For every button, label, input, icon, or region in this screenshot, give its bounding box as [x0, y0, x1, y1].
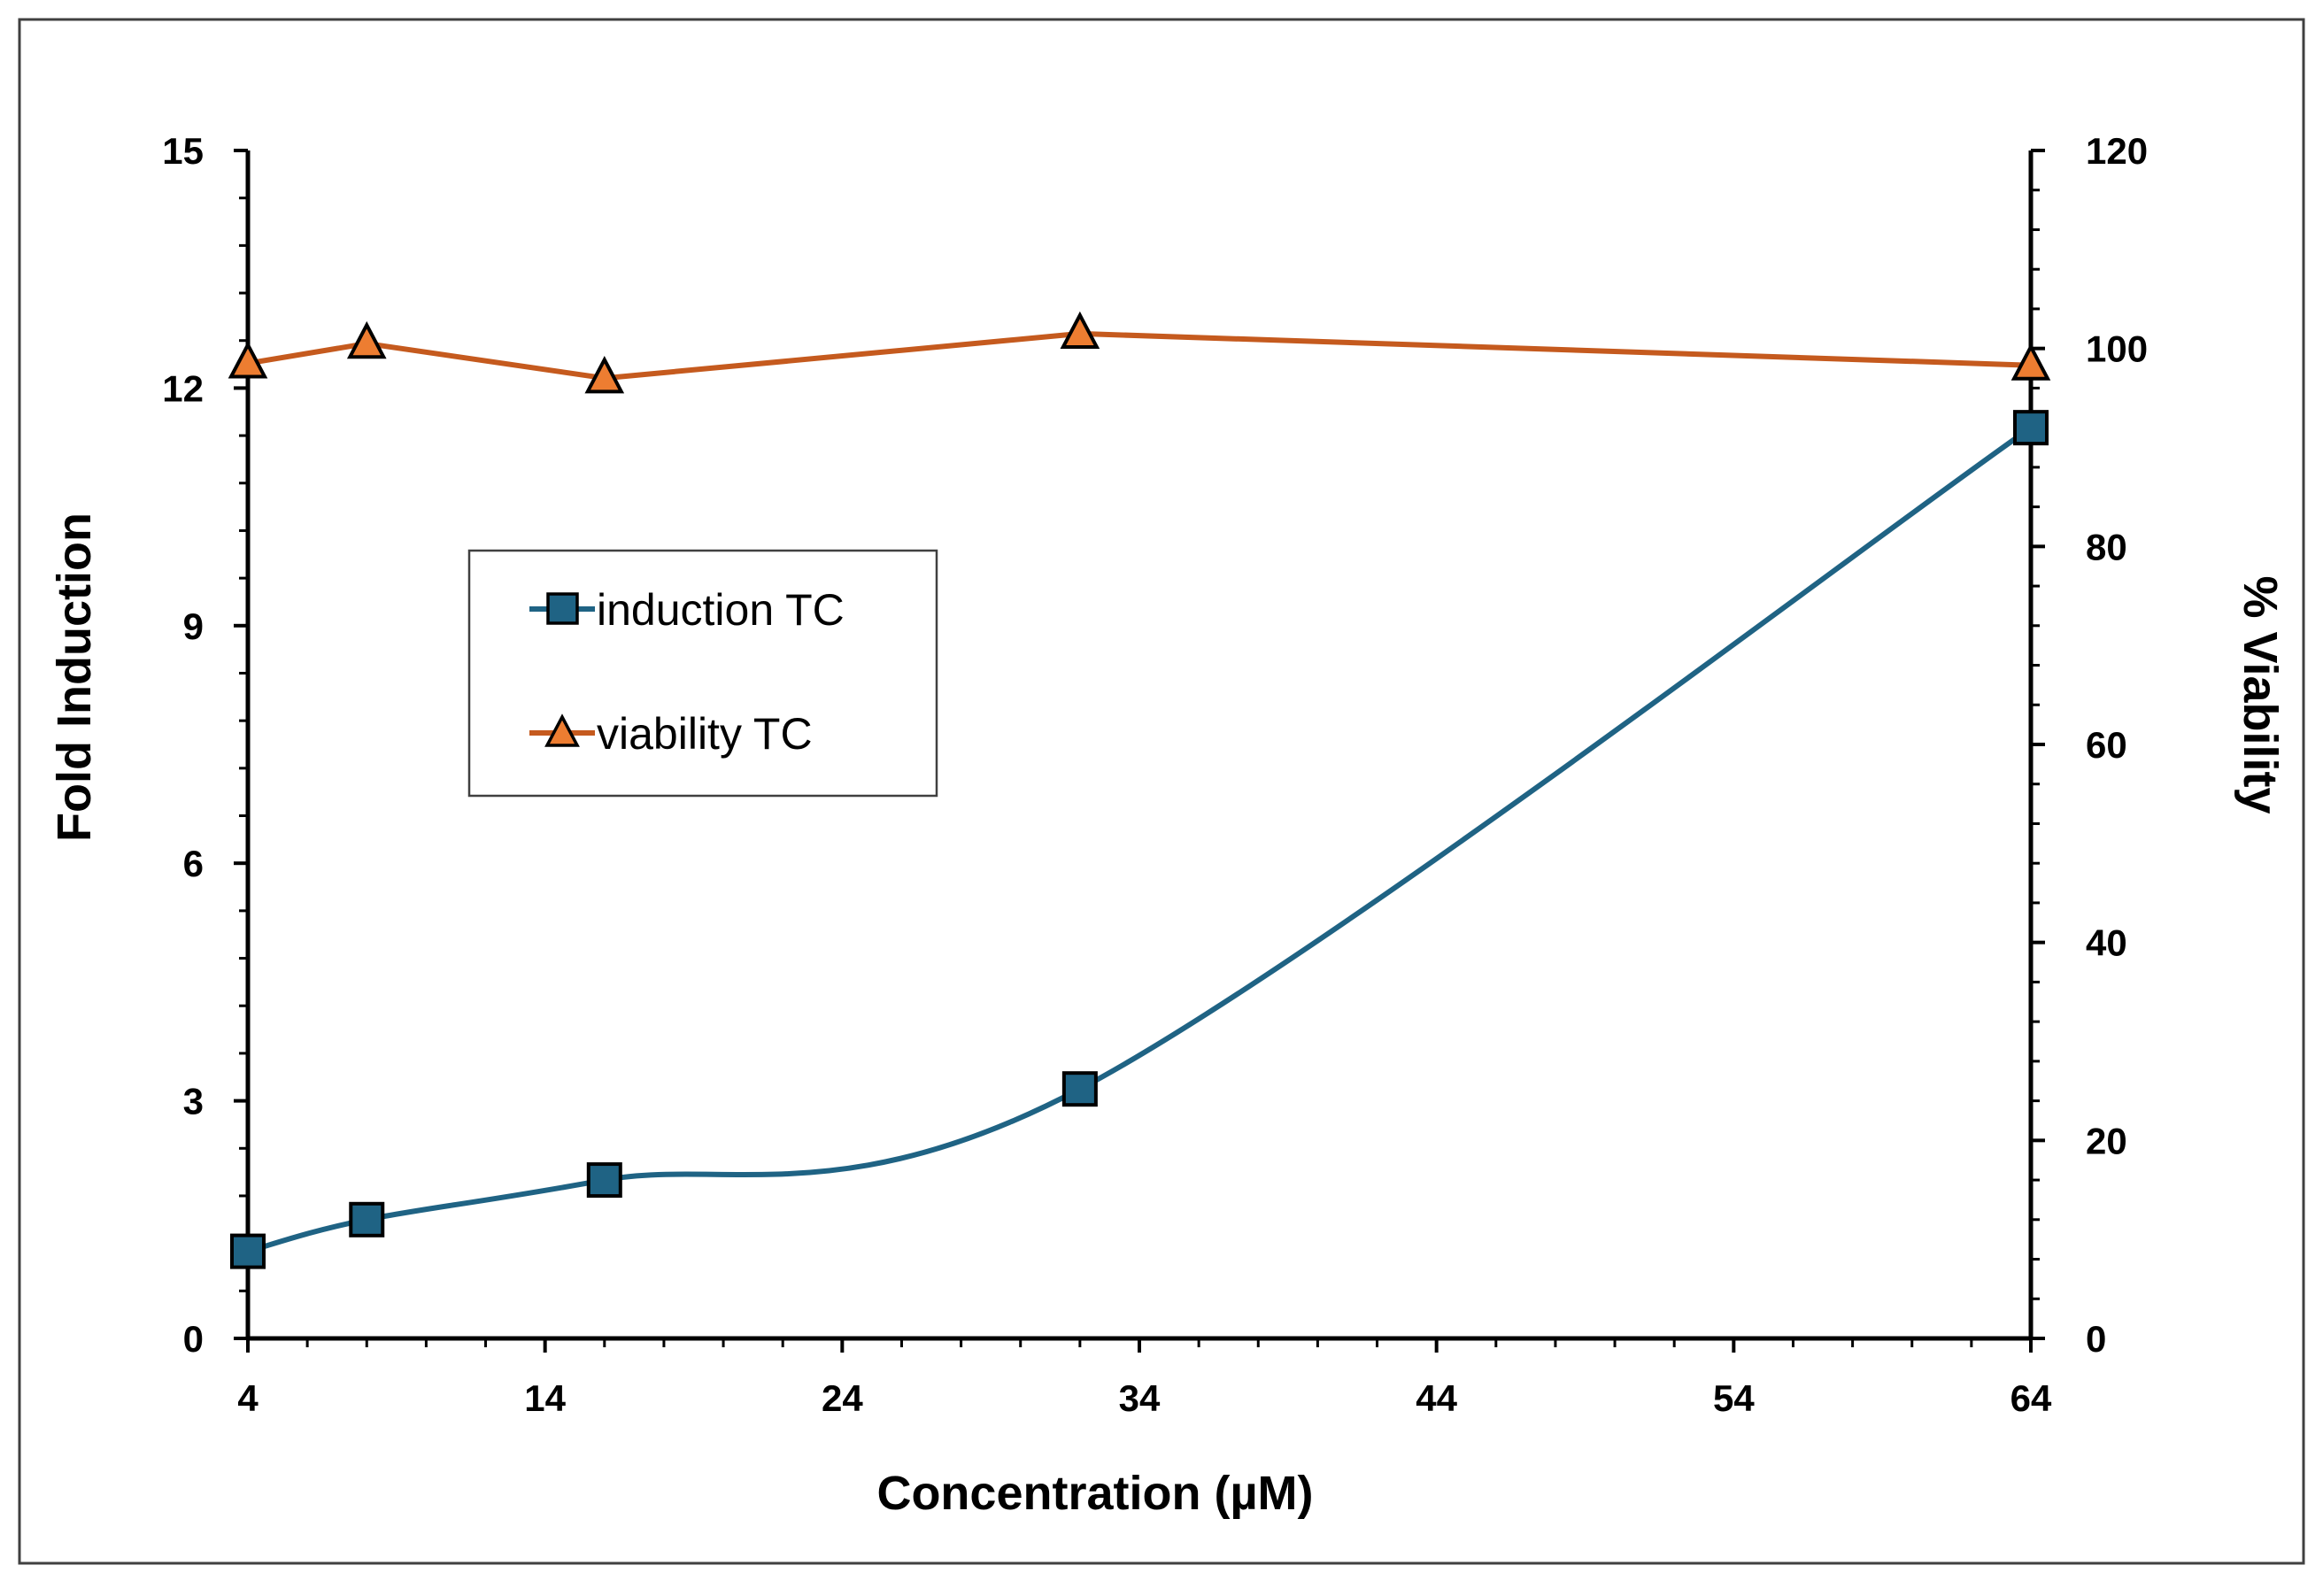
x-tick-label: 4	[237, 1377, 259, 1419]
y-right-tick-label: 40	[2086, 922, 2127, 964]
x-tick-label: 24	[822, 1377, 863, 1419]
legend-box	[467, 549, 938, 798]
y-right-tick-label: 120	[2086, 130, 2148, 172]
y-right-tick-label: 60	[2086, 724, 2127, 766]
x-tick-label: 34	[1119, 1377, 1161, 1419]
y-right-tick-label: 20	[2086, 1120, 2127, 1161]
data-point-viability[interactable]	[228, 341, 268, 379]
data-point-induction[interactable]	[349, 1201, 385, 1237]
y-left-tick-label: 9	[183, 605, 204, 647]
y-right-tick-label: 0	[2086, 1318, 2106, 1360]
chart-frame	[18, 18, 2305, 1565]
series-markers	[228, 311, 2051, 1269]
x-tick-label: 14	[524, 1377, 566, 1419]
y-left-tick-label: 0	[183, 1318, 204, 1360]
y-right-tick-label: 100	[2086, 328, 2148, 370]
data-point-viability[interactable]	[346, 320, 387, 359]
data-point-induction[interactable]	[586, 1162, 622, 1199]
legend-entry-viability[interactable]: viability TC	[529, 709, 813, 759]
y-axis-right-title: % Viability	[2234, 575, 2287, 813]
x-tick-label: 64	[2010, 1377, 2052, 1419]
x-tick-label: 44	[1416, 1377, 1457, 1419]
y-right-tick-label: 80	[2086, 526, 2127, 567]
y-axis-left-title: Fold Induction	[48, 513, 101, 842]
data-point-induction[interactable]	[230, 1233, 266, 1269]
x-tick-label: 54	[1713, 1377, 1755, 1419]
legend-label-induction: induction TC	[597, 585, 845, 635]
axes: 0 3 6 9 12 15 0 20 40 60 80 100 120 4 14 24 34 44 54 64	[162, 130, 2148, 1419]
legend-triangle-marker	[544, 713, 580, 747]
y-left-tick-label: 12	[162, 367, 204, 409]
data-point-viability[interactable]	[2010, 343, 2051, 381]
data-point-induction[interactable]	[2013, 410, 2049, 446]
data-point-induction[interactable]	[1061, 1071, 1098, 1107]
data-point-viability[interactable]	[584, 356, 625, 394]
legend-square-marker	[546, 592, 579, 625]
y-left-tick-label: 3	[183, 1081, 204, 1122]
data-point-viability[interactable]	[1060, 311, 1100, 350]
legend-label-viability: viability TC	[597, 709, 813, 759]
x-axis-title: Concentration (µM)	[876, 1467, 1313, 1520]
legend-entry-induction[interactable]: induction TC	[529, 585, 845, 635]
legend: induction TC viability TC	[467, 549, 938, 798]
y-left-tick-label: 6	[183, 843, 204, 884]
y-left-tick-label: 15	[162, 130, 204, 172]
